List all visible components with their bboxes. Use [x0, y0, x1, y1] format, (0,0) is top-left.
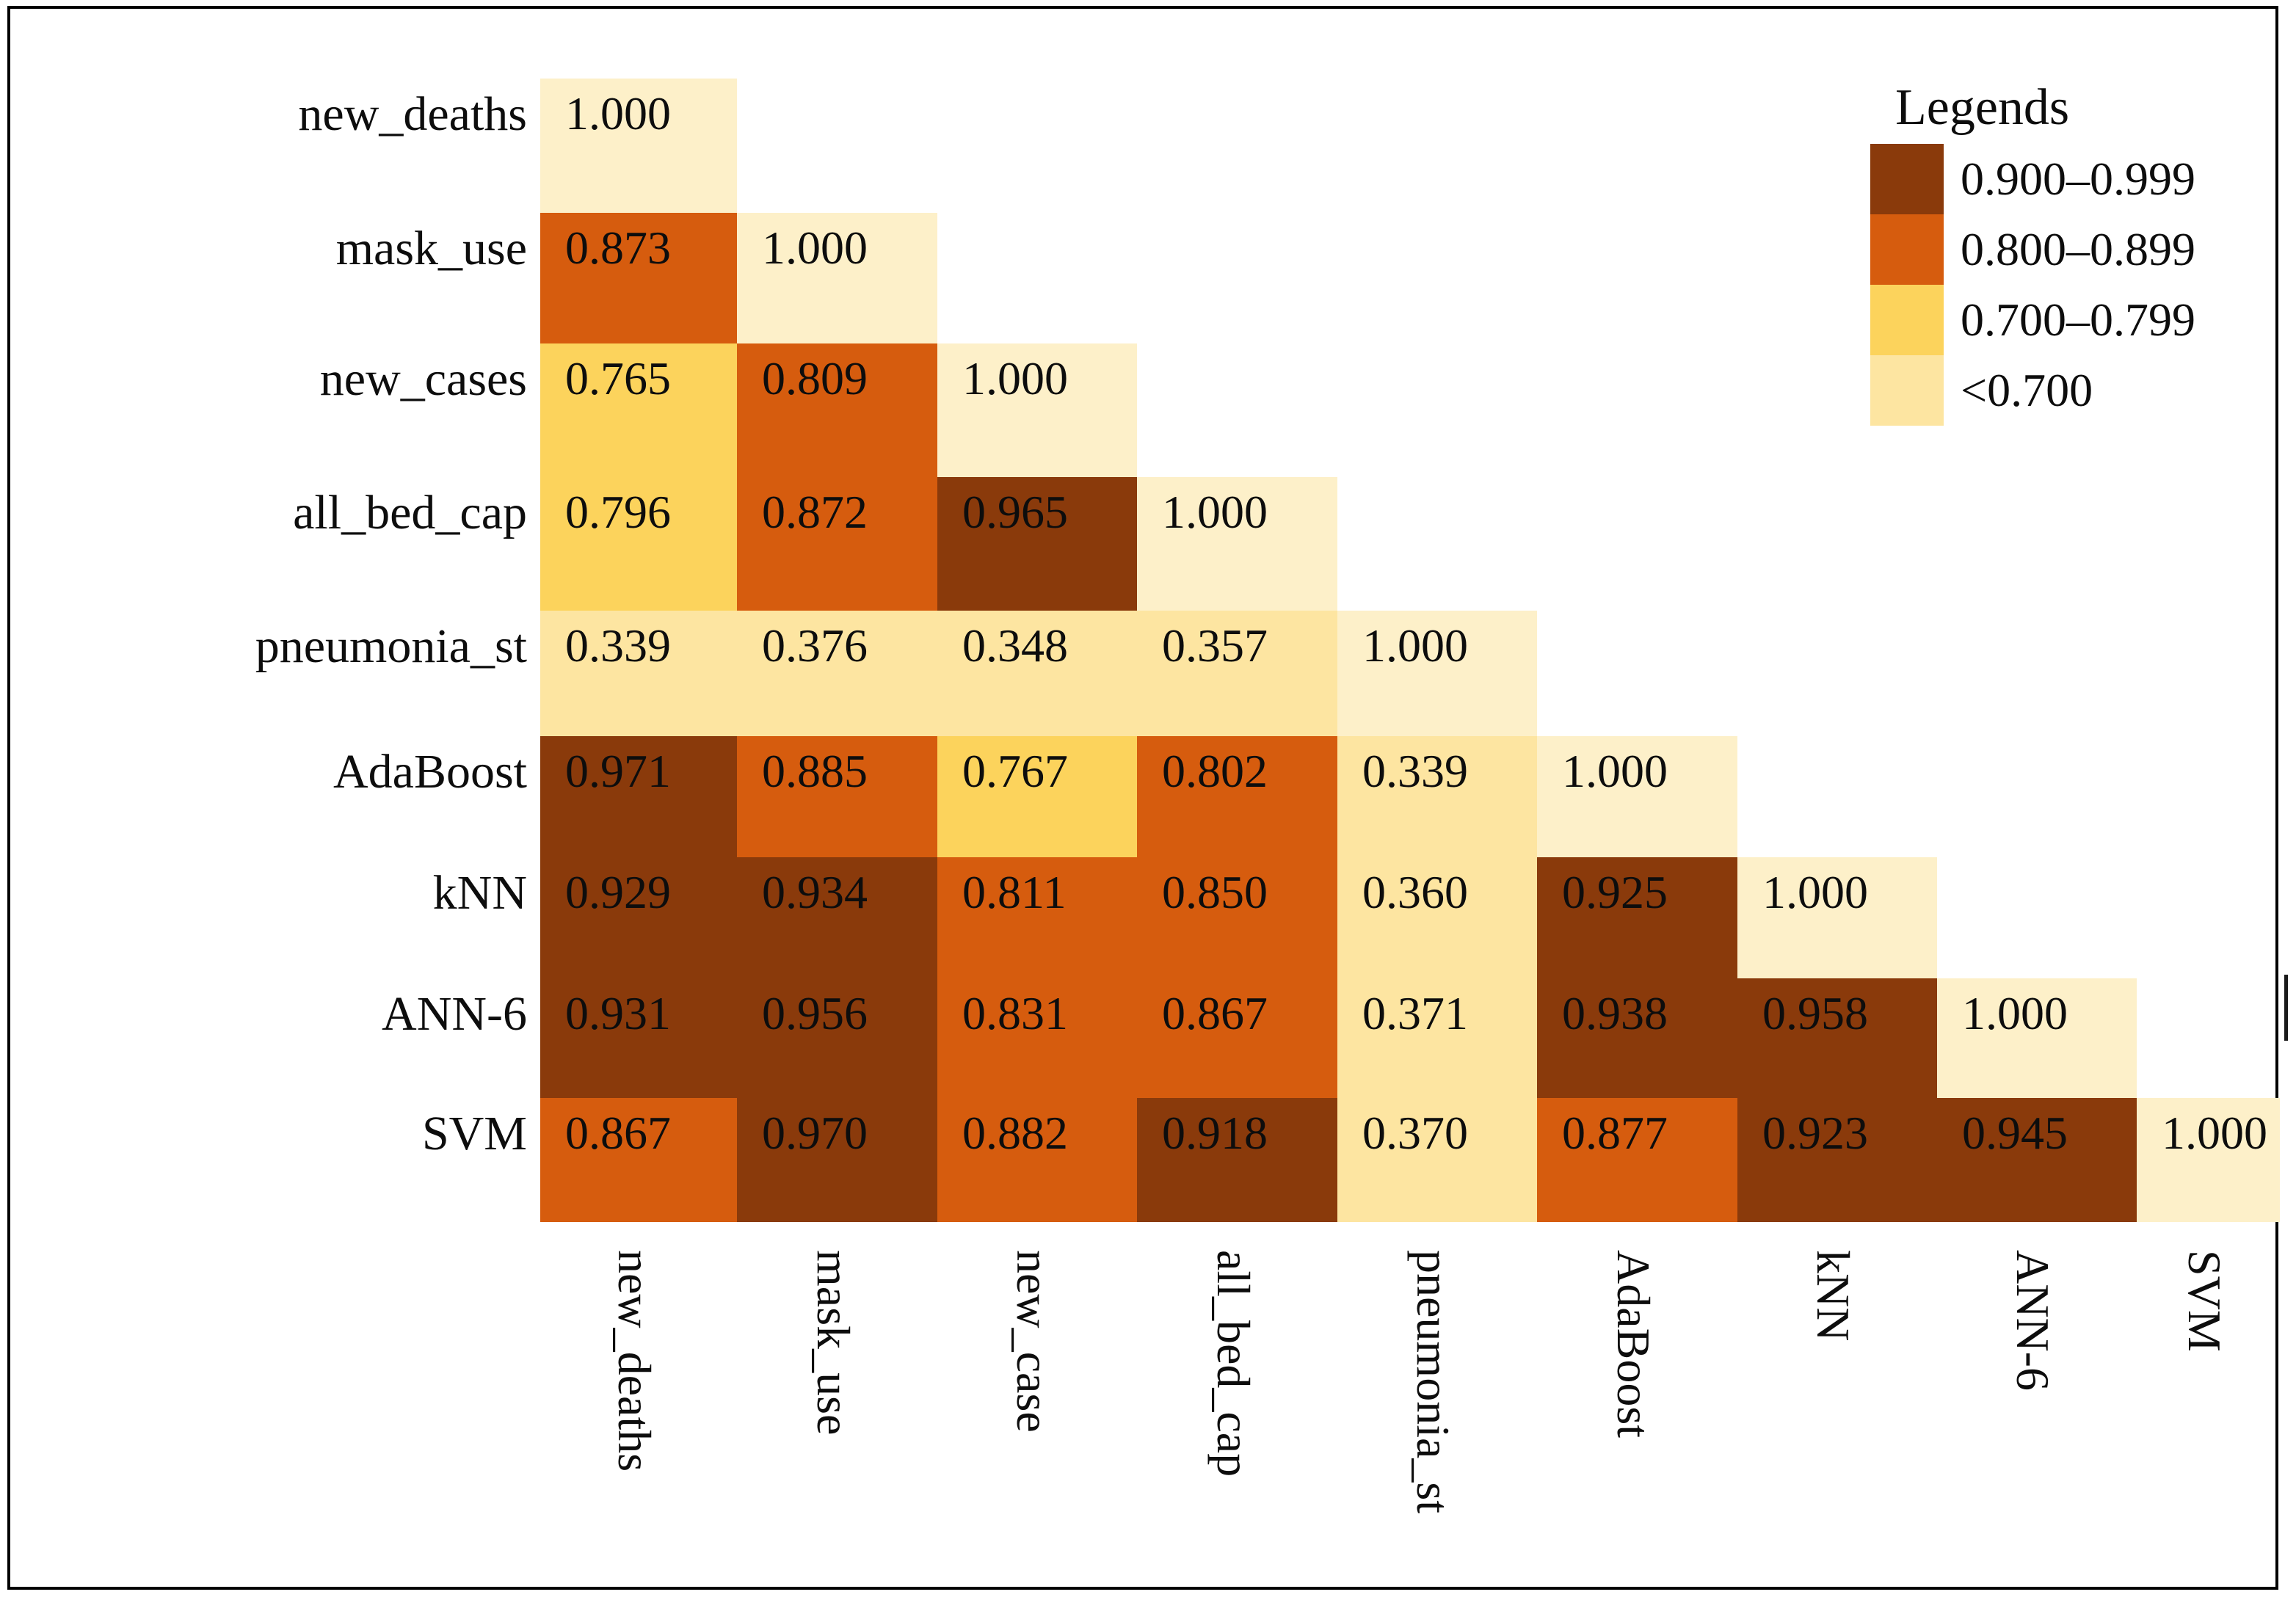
right-edge-tick-mark — [2284, 975, 2288, 1041]
heatmap-cell: 0.925 — [1537, 857, 1737, 978]
heatmap-cell: 0.938 — [1537, 978, 1737, 1098]
col-label-new_deaths: new_deaths — [608, 1250, 661, 1472]
col-label-pneumonia_st: pneumonia_st — [1407, 1250, 1459, 1514]
row-label-pneumonia_st: pneumonia_st — [255, 619, 527, 673]
legend-title: Legends — [1895, 79, 2070, 136]
heatmap-cell: 1.000 — [1537, 736, 1737, 857]
legend-swatch — [1870, 144, 1944, 214]
heatmap-cell: 0.767 — [937, 736, 1137, 857]
col-label-SVM: SVM — [2179, 1250, 2231, 1352]
col-label-new_case: new_case — [1007, 1250, 1059, 1433]
heatmap-cell: 0.360 — [1337, 857, 1537, 978]
heatmap-cell: 0.867 — [540, 1098, 737, 1222]
heatmap-cell: 0.339 — [540, 611, 737, 736]
heatmap-cell: 0.867 — [1137, 978, 1337, 1098]
heatmap-cell: 0.931 — [540, 978, 737, 1098]
heatmap-cell: 0.885 — [737, 736, 937, 857]
heatmap-cell: 0.958 — [1737, 978, 1937, 1098]
heatmap-cell: 1.000 — [737, 213, 937, 343]
col-label-ANN-6: ANN-6 — [2007, 1250, 2059, 1391]
heatmap-cell: 0.945 — [1937, 1098, 2137, 1222]
heatmap-cell: 0.918 — [1137, 1098, 1337, 1222]
heatmap-cell: 1.000 — [1937, 978, 2137, 1098]
heatmap-cell: 0.348 — [937, 611, 1137, 736]
legend-label: 0.900–0.999 — [1961, 153, 2195, 205]
heatmap-cell: 0.873 — [540, 213, 737, 343]
row-label-SVM: SVM — [421, 1107, 527, 1160]
row-label-new_cases: new_cases — [319, 352, 527, 406]
col-label-kNN: kNN — [1807, 1250, 1859, 1342]
row-label-AdaBoost: AdaBoost — [333, 745, 527, 799]
legend-label: 0.700–0.799 — [1961, 294, 2195, 346]
heatmap-cell: 0.809 — [737, 343, 937, 477]
heatmap-cell: 1.000 — [1137, 477, 1337, 611]
heatmap-cell: 0.831 — [937, 978, 1137, 1098]
heatmap-cell: 1.000 — [937, 343, 1137, 477]
heatmap-cell: 0.376 — [737, 611, 937, 736]
heatmap-cell: 0.850 — [1137, 857, 1337, 978]
heatmap-cell: 0.956 — [737, 978, 937, 1098]
heatmap-cell: 0.339 — [1337, 736, 1537, 857]
heatmap-cell: 0.796 — [540, 477, 737, 611]
row-label-mask_use: mask_use — [335, 222, 527, 275]
col-label-mask_use: mask_use — [807, 1250, 860, 1436]
heatmap-cell: 0.765 — [540, 343, 737, 477]
heatmap-cell: 0.923 — [1737, 1098, 1937, 1222]
heatmap-cell: 0.965 — [937, 477, 1137, 611]
heatmap-cell: 0.371 — [1337, 978, 1537, 1098]
heatmap-cell: 1.000 — [1337, 611, 1537, 736]
heatmap-cell: 0.929 — [540, 857, 737, 978]
heatmap-cell: 0.872 — [737, 477, 937, 611]
figure-border — [7, 6, 2278, 1590]
legend-label: 0.800–0.899 — [1961, 223, 2195, 275]
heatmap-cell: 0.934 — [737, 857, 937, 978]
heatmap-cell: 0.357 — [1137, 611, 1337, 736]
heatmap-cell: 0.370 — [1337, 1098, 1537, 1222]
legend-swatch — [1870, 214, 1944, 285]
legend-swatch — [1870, 285, 1944, 355]
legend-swatch — [1870, 355, 1944, 426]
legend-label: <0.700 — [1961, 364, 2093, 416]
heatmap-cell: 0.882 — [937, 1098, 1137, 1222]
row-label-kNN: kNN — [432, 866, 527, 920]
row-label-all_bed_cap: all_bed_cap — [293, 486, 527, 539]
col-label-AdaBoost: AdaBoost — [1607, 1250, 1660, 1438]
heatmap-cell: 1.000 — [1737, 857, 1937, 978]
heatmap-cell: 0.877 — [1537, 1098, 1737, 1222]
heatmap-cell: 1.000 — [2137, 1098, 2280, 1222]
heatmap-cell: 0.971 — [540, 736, 737, 857]
heatmap-cell: 0.811 — [937, 857, 1137, 978]
heatmap-cell: 0.970 — [737, 1098, 937, 1222]
col-label-all_bed_cap: all_bed_cap — [1207, 1250, 1260, 1477]
row-label-new_deaths: new_deaths — [298, 87, 527, 141]
row-label-ANN-6: ANN-6 — [382, 987, 527, 1041]
heatmap-cell: 0.802 — [1137, 736, 1337, 857]
heatmap-cell: 1.000 — [540, 79, 737, 213]
